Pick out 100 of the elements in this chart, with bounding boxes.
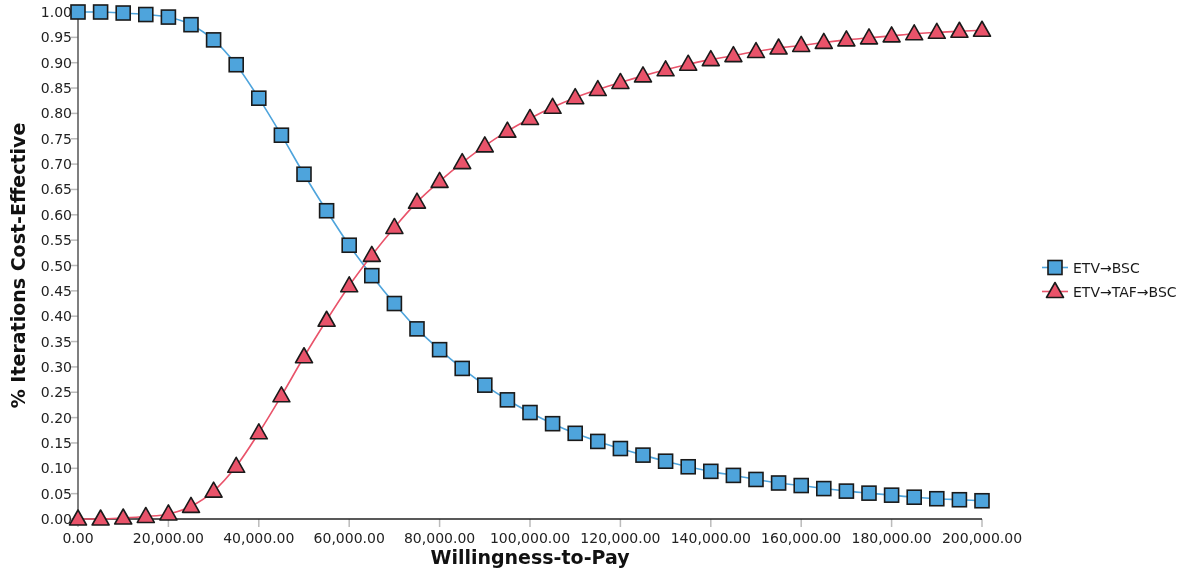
point: [477, 377, 493, 393]
point: [725, 467, 742, 484]
point: [612, 440, 629, 457]
point: [837, 30, 856, 47]
y-tick-label: 0.30: [40, 358, 72, 375]
point: [318, 202, 335, 219]
point: [296, 166, 312, 183]
point: [92, 4, 109, 20]
x-tick-label: 140,000.00: [670, 530, 751, 546]
point: [159, 504, 178, 521]
y-tick-label: 0.50: [40, 257, 72, 274]
y-axis-title: % Iterations Cost-Effective: [7, 122, 29, 409]
point: [409, 321, 425, 337]
x-tick-label: 200,000.00: [941, 530, 1023, 546]
point: [273, 127, 290, 143]
point: [656, 60, 675, 77]
point: [974, 492, 990, 509]
y-tick-label: 0.70: [40, 156, 72, 173]
point: [703, 463, 719, 480]
x-tick-label: 100,000.00: [489, 530, 571, 546]
point: [814, 32, 834, 50]
point: [431, 341, 448, 358]
point: [70, 4, 86, 20]
point: [385, 217, 404, 235]
point: [498, 121, 517, 138]
point: [113, 508, 133, 525]
point: [657, 453, 674, 469]
point: [680, 458, 696, 475]
point: [520, 108, 540, 126]
point: [588, 79, 608, 97]
point: [567, 425, 583, 442]
point: [927, 22, 947, 40]
legend-label: ETV→BSC: [1073, 259, 1140, 276]
point: [950, 21, 969, 39]
x-tick-label: 80,000.00: [403, 530, 476, 546]
point: [904, 24, 924, 41]
x-tick-label: 40,000.00: [223, 530, 295, 546]
point: [272, 386, 291, 403]
point: [951, 491, 968, 508]
point: [454, 360, 470, 377]
x-tick-label: 180,000.00: [851, 530, 932, 546]
point: [430, 171, 449, 189]
legend-label: ETV→TAF→BSC: [1073, 283, 1177, 300]
y-tick-label: 0.60: [40, 206, 72, 223]
point: [204, 481, 223, 498]
point: [249, 423, 269, 440]
point: [339, 275, 359, 293]
point: [138, 6, 154, 23]
point: [883, 487, 900, 503]
point: [364, 267, 380, 284]
point: [724, 45, 743, 63]
point: [611, 72, 630, 90]
point: [769, 38, 788, 55]
x-tick-label: 0.00: [62, 530, 94, 546]
x-tick-label: 20,000.00: [132, 530, 205, 546]
y-tick-label: 0.05: [40, 485, 72, 502]
point: [386, 295, 403, 312]
y-tick-label: 0.15: [40, 434, 72, 451]
point: [91, 509, 110, 526]
y-tick-label: 0.95: [40, 29, 72, 46]
x-tick-label: 160,000.00: [761, 530, 842, 546]
point: [590, 433, 606, 450]
point: [906, 489, 922, 505]
y-tick-label: 0.00: [40, 511, 72, 527]
point: [793, 477, 809, 494]
y-tick-label: 0.65: [40, 181, 72, 198]
point: [633, 66, 653, 83]
y-tick-label: 0.10: [40, 460, 72, 477]
y-tick-label: 0.45: [40, 282, 72, 299]
point: [228, 56, 244, 73]
point: [791, 35, 811, 53]
x-axis-title: Willingness-to-Pay: [430, 546, 631, 568]
y-tick-label: 0.35: [40, 333, 72, 350]
point: [205, 32, 222, 48]
point: [972, 20, 992, 38]
point: [251, 90, 267, 106]
point: [181, 496, 201, 514]
y-tick-label: 0.85: [40, 80, 72, 97]
point: [678, 54, 698, 72]
point: [838, 483, 855, 499]
y-tick-label: 0.75: [40, 130, 72, 147]
y-tick-label: 0.40: [40, 308, 72, 325]
point: [499, 392, 516, 408]
point: [294, 346, 314, 364]
point: [635, 447, 651, 463]
y-tick-label: 0.55: [40, 232, 72, 249]
point: [816, 480, 832, 497]
y-tick-label: 0.25: [40, 384, 72, 401]
point: [160, 9, 177, 25]
y-tick-label: 0.20: [40, 409, 72, 426]
point: [475, 136, 495, 153]
point: [929, 490, 945, 507]
y-tick-label: 0.80: [40, 105, 72, 122]
x-tick-label: 120,000.00: [580, 530, 661, 546]
point: [701, 49, 721, 67]
x-tick-label: 60,000.00: [313, 530, 385, 546]
point: [407, 192, 427, 209]
point: [859, 28, 879, 45]
y-tick-label: 0.90: [40, 54, 72, 71]
point: [341, 237, 357, 254]
